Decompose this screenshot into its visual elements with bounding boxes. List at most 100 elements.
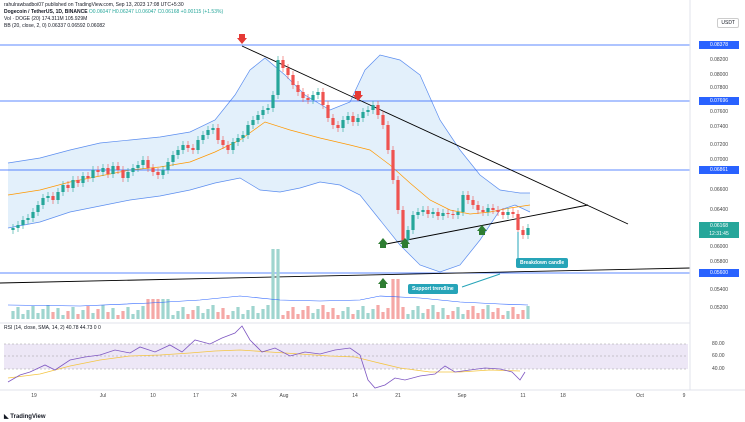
candle-body (301, 92, 305, 98)
candle-body (181, 145, 185, 150)
candle-body (81, 176, 85, 183)
long-support-trendline[interactable] (0, 267, 691, 284)
candle-body (126, 172, 130, 178)
volume-series (7, 249, 530, 319)
candle-body (276, 60, 280, 95)
candle-body (226, 145, 230, 150)
volume-ma-line (7, 295, 529, 307)
descending-trendline[interactable] (241, 45, 629, 225)
volume-bar (516, 314, 520, 319)
price-axis-label: 0.06168 (699, 222, 739, 230)
volume-bar (391, 279, 395, 319)
price-axis-label: 0.06000 (709, 244, 729, 250)
time-axis-label: 17 (193, 393, 199, 399)
volume-bar (81, 310, 85, 319)
volume-bar (486, 305, 490, 319)
candle-body (261, 110, 265, 115)
candle-body (11, 228, 15, 230)
candle-body (16, 225, 20, 228)
volume-bar (501, 315, 505, 319)
volume-bar (351, 314, 355, 319)
volume-bar (451, 311, 455, 319)
price-axis-label: 0.05400 (709, 287, 729, 293)
green-up-arrow-icon (400, 238, 410, 248)
candle-body (481, 210, 485, 212)
symbol-legend: Dogecoin / TetherUS, 1D, BINANCE O0.0604… (4, 9, 223, 16)
candle-body (106, 168, 110, 174)
candle-body (36, 205, 40, 212)
volume-bar (31, 306, 35, 319)
candle-body (436, 212, 440, 216)
volume-bar (11, 311, 15, 319)
candle-body (221, 140, 225, 145)
candle-body (191, 148, 195, 150)
candle-body (146, 160, 150, 168)
volume-bar (56, 308, 60, 319)
time-axis-label: Sep (457, 393, 467, 399)
rsi-line (7, 325, 526, 389)
candle-body (316, 92, 320, 95)
candle-body (446, 213, 450, 214)
bollinger-legend[interactable]: BB (20, close, 2, 0) 0.06337 0.06592 0.0… (4, 23, 105, 29)
candle-body (496, 210, 500, 212)
volume-bar (196, 306, 200, 319)
volume-bar (201, 313, 205, 319)
volume-bar (491, 312, 495, 319)
candle-body (296, 85, 300, 92)
candle-body (231, 142, 235, 150)
red-down-arrow-icon (237, 34, 247, 44)
volume-bar (206, 309, 210, 319)
volume-bar (21, 314, 25, 319)
volume-bar (426, 309, 430, 319)
price-axis-label: 0.06600 (709, 187, 729, 193)
volume-bar (476, 313, 480, 319)
candle-body (326, 105, 330, 118)
volume-bar (151, 299, 155, 319)
bollinger-upper-line (7, 54, 530, 194)
price-axis-label: 0.07200 (709, 142, 729, 148)
candle-body (416, 212, 420, 215)
volume-legend[interactable]: Vol · DOGE (20) 174.311M 105.929M (4, 16, 88, 22)
time-axis-label: 18 (560, 393, 566, 399)
bollinger-basis-line (7, 121, 531, 215)
candle-body (251, 120, 255, 125)
candle-body (411, 215, 415, 230)
time-axis-label: 10 (150, 393, 156, 399)
volume-bar (86, 306, 90, 319)
price-axis-label: 0.06400 (709, 207, 729, 213)
candle-body (466, 195, 470, 200)
volume-bar (266, 305, 270, 319)
time-axis-label: 14 (352, 393, 358, 399)
green-up-arrow-icon (477, 225, 487, 235)
candle-body (101, 168, 105, 172)
volume-bar (376, 305, 380, 319)
volume-bar (436, 312, 440, 319)
bollinger-band-fill (8, 55, 530, 272)
candle-body (116, 166, 120, 170)
candle-body (96, 170, 100, 172)
symbol-name[interactable]: Dogecoin / TetherUS, 1D, BINANCE (4, 9, 88, 15)
candle-body (341, 120, 345, 128)
time-axis-label: 19 (31, 393, 37, 399)
tradingview-logo-text: TradingView (10, 414, 46, 420)
candle-body (46, 196, 50, 198)
price-axis-label: 0.05800 (709, 259, 729, 265)
price-axis-label: 0.07400 (709, 124, 729, 130)
rsi-legend[interactable]: RSI (14, close, SMA, 14, 2) 40.78 44.73 … (4, 325, 101, 331)
currency-button[interactable]: USDT (717, 18, 739, 28)
volume-bar (286, 311, 290, 319)
candle-body (476, 205, 480, 210)
candle-body (131, 168, 135, 172)
volume-bar (366, 313, 370, 319)
candle-body (391, 150, 395, 180)
volume-bar (441, 308, 445, 319)
candle-body (486, 208, 490, 212)
candle-body (396, 180, 400, 210)
ascending-trendline[interactable] (380, 204, 589, 246)
volume-bar (471, 306, 475, 319)
candle-body (41, 198, 45, 205)
volume-bar (481, 309, 485, 319)
candle-body (371, 105, 375, 110)
candle-body (201, 135, 205, 140)
